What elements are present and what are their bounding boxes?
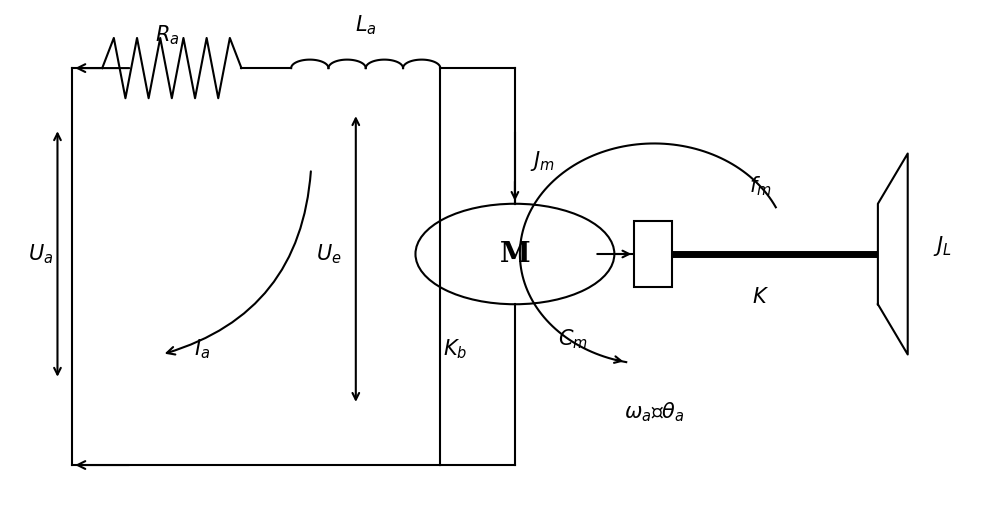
FancyArrowPatch shape (167, 171, 311, 355)
Text: $f_m$: $f_m$ (749, 174, 772, 198)
Bar (634, 221, 672, 287)
Text: $K$: $K$ (752, 287, 769, 307)
Text: $R_a$: $R_a$ (155, 24, 179, 47)
Text: $\omega_a$、$\theta_a$: $\omega_a$、$\theta_a$ (624, 400, 684, 424)
Text: $C_m$: $C_m$ (558, 328, 588, 351)
Text: $J_m$: $J_m$ (530, 149, 555, 173)
Text: $I_a$: $I_a$ (194, 338, 210, 361)
Text: $U_a$: $U_a$ (28, 242, 53, 266)
Text: $L_a$: $L_a$ (355, 14, 377, 37)
Text: M: M (500, 240, 530, 268)
Polygon shape (878, 153, 908, 355)
Text: $U_e$: $U_e$ (316, 242, 342, 266)
Text: $J_L$: $J_L$ (933, 235, 952, 259)
Text: $K_b$: $K_b$ (443, 338, 467, 361)
